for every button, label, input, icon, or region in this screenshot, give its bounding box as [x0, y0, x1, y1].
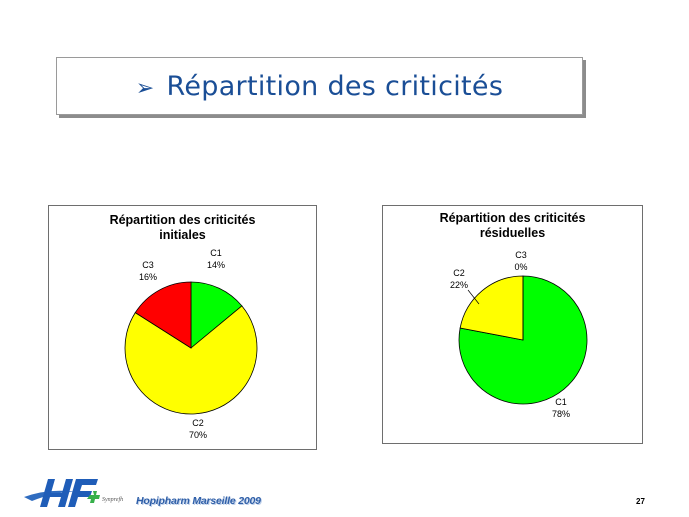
chart-title-residual: Répartition des criticités résiduelles	[383, 211, 642, 241]
slice-percent-c3: 16%	[139, 272, 157, 282]
slice-name-c2: C2	[192, 418, 204, 428]
chart-title-line: initiales	[159, 228, 206, 242]
pie-slice-c2	[124, 305, 258, 415]
slide-title: ➢ Répartition des criticités	[136, 71, 503, 102]
pie-slice-c1	[458, 275, 588, 405]
logo-small-text: Synprefh	[102, 496, 123, 503]
arrow-bullet-icon: ➢	[135, 75, 155, 101]
slide-title-text: Répartition des criticités	[166, 70, 504, 102]
slice-name-c1: C1	[555, 397, 567, 407]
hopipharm-logo: Synprefh	[24, 479, 123, 507]
pie-residual-svg: C3 0% C2 22% C1 78%	[450, 250, 588, 419]
chart-title-line: résiduelles	[479, 226, 546, 240]
slice-percent-c3: 0%	[514, 262, 527, 272]
slice-percent-c1: 14%	[207, 260, 225, 270]
slice-percent-c2: 70%	[189, 430, 207, 440]
slice-name-c3: C3	[515, 250, 527, 260]
slice-name-c3: C3	[142, 260, 154, 270]
chart-title-line: Répartition des criticités	[439, 211, 586, 225]
slice-name-c1: C1	[210, 248, 222, 258]
pie-slice-c3	[134, 281, 192, 349]
leader-line	[467, 289, 480, 305]
chart-title-line: Répartition des criticités	[109, 213, 256, 227]
chart-title-initial: Répartition des criticités initiales	[49, 213, 316, 243]
pie-slice-c1	[190, 281, 243, 349]
pie-initial-svg: C1 14% C3 16% C2 70%	[124, 248, 258, 440]
pie-slice-c2	[459, 275, 524, 341]
pie-chart-residual: Répartition des criticités résiduelles C…	[382, 205, 643, 444]
pie-chart-initial: Répartition des criticités initiales C1 …	[48, 205, 317, 450]
slice-percent-c1: 78%	[552, 409, 570, 419]
slice-percent-c2: 22%	[450, 280, 468, 290]
slice-name-c2: C2	[453, 268, 465, 278]
slide-title-box: ➢ Répartition des criticités	[56, 57, 583, 115]
footer-event-text: Hopipharm Marseille 2009	[136, 495, 261, 507]
page-number: 27	[636, 497, 645, 506]
